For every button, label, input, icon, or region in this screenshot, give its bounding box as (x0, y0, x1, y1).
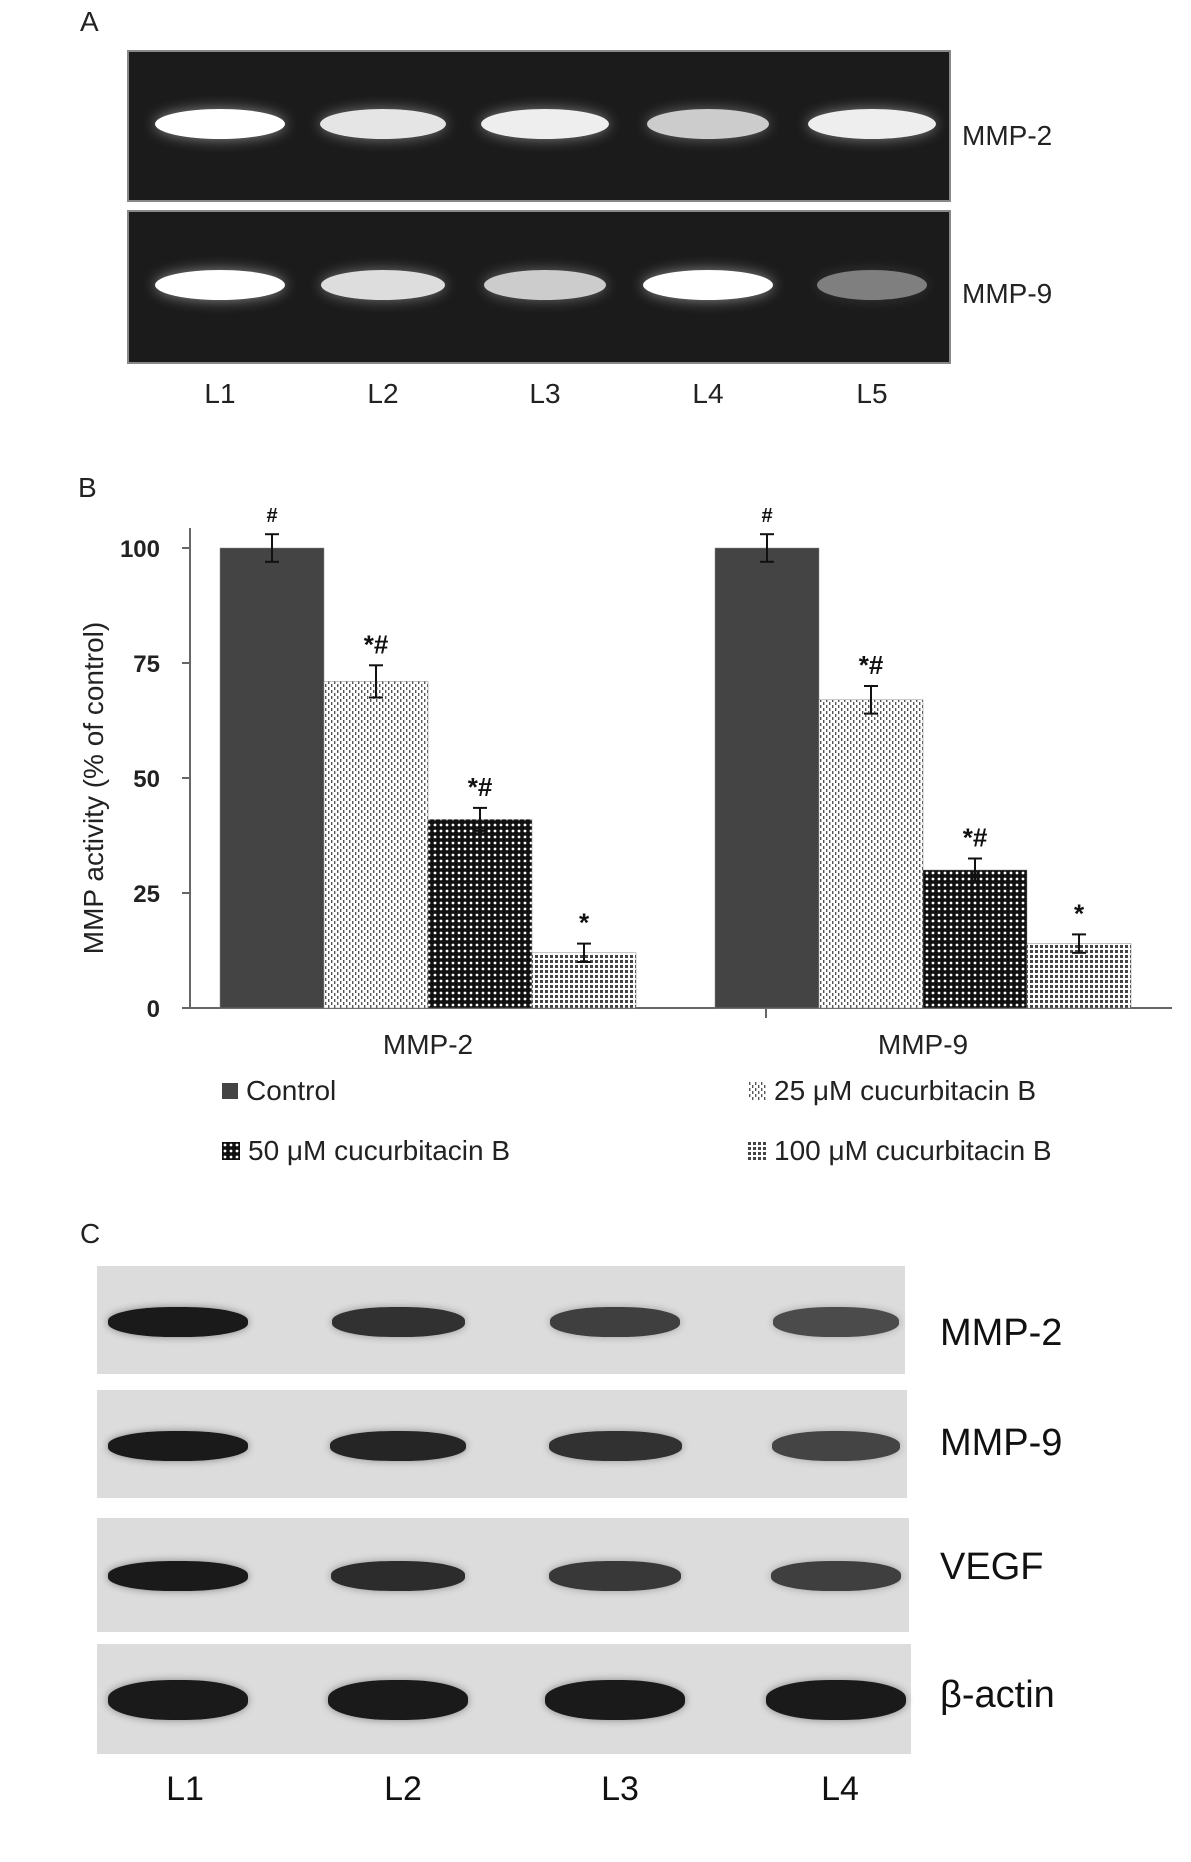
gel-a-band (483, 270, 607, 300)
legend-swatch-50um (222, 1142, 240, 1160)
blot-c-band (548, 1431, 682, 1461)
blot-c-label-actin: β-actin (940, 1674, 1055, 1716)
y-tick-label: 0 (147, 996, 160, 1023)
significance-label: *# (468, 772, 493, 802)
blot-c-band (331, 1307, 465, 1337)
gel-a-band (319, 109, 447, 139)
blot-c-label-vegf: VEGF (940, 1546, 1044, 1588)
blot-c-band (772, 1431, 900, 1461)
gel-a-label-mmp2: MMP-2 (962, 120, 1053, 151)
significance-label: * (579, 908, 590, 938)
blot-c-band (550, 1307, 680, 1337)
bar (922, 869, 1028, 1009)
legend-swatch-25um (748, 1082, 766, 1100)
y-tick-label: 100 (120, 536, 160, 563)
y-tick-label: 50 (133, 766, 160, 793)
y-tick-label: 75 (133, 651, 160, 678)
legend-swatch-control (222, 1083, 238, 1099)
gel-a-band (481, 109, 609, 139)
legend-label-control: Control (246, 1075, 337, 1106)
legend-swatch-100um (748, 1142, 766, 1160)
significance-label: *# (364, 629, 389, 659)
legend-label-25um: 25 μM cucurbitacin B (774, 1075, 1037, 1106)
gel-a-lane-1: L1 (204, 378, 236, 409)
gel-a-lane-4: L4 (692, 378, 724, 409)
blot-c-label-mmp9: MMP-9 (940, 1422, 1063, 1464)
panel-b-letter: B (78, 472, 97, 503)
gel-a-band (155, 270, 285, 300)
blot-c-band (108, 1561, 248, 1591)
blot-c-band (108, 1307, 248, 1337)
blot-c-band (766, 1680, 906, 1720)
bar (323, 681, 429, 1009)
blot-c-lane-2: L2 (384, 1770, 422, 1808)
blot-c-band (108, 1431, 248, 1461)
x-category-label: MMP-2 (383, 1029, 473, 1060)
significance-label: * (1074, 898, 1085, 928)
legend-label-50um: 50 μM cucurbitacin B (248, 1135, 511, 1166)
legend-item-50um: 50 μM cucurbitacin B (222, 1135, 510, 1167)
y-tick-label: 25 (133, 881, 160, 908)
gel-a-lane-5: L5 (856, 378, 888, 409)
gel-a-label-mmp9: MMP-9 (962, 278, 1053, 309)
legend-item-25um: 25 μM cucurbitacin B (748, 1075, 1036, 1107)
y-axis-label: MMP activity (% of control) (78, 622, 109, 954)
gel-a-lane-3: L3 (529, 378, 561, 409)
blot-c-band (773, 1307, 899, 1337)
blot-c-band (545, 1680, 685, 1720)
significance-label: # (761, 505, 772, 527)
gel-a-band (816, 270, 928, 300)
blot-c-band (108, 1680, 248, 1720)
significance-label: # (266, 505, 277, 527)
bar (219, 547, 325, 1009)
legend-label-100um: 100 μM cucurbitacin B (774, 1135, 1052, 1166)
bar (818, 699, 924, 1009)
blot-c-band (549, 1561, 681, 1591)
blot-c-band (328, 1680, 468, 1720)
legend-item-100um: 100 μM cucurbitacin B (748, 1135, 1052, 1167)
gel-a-band (646, 109, 770, 139)
panel-c-letter: C (80, 1218, 101, 1249)
x-category-label: MMP-9 (878, 1029, 968, 1060)
bar (714, 547, 820, 1009)
gel-a-band (643, 270, 773, 300)
blot-c-lane-3: L3 (601, 1770, 639, 1808)
legend-item-control: Control (222, 1075, 336, 1107)
blot-c-band (771, 1561, 901, 1591)
bar (1026, 943, 1132, 1009)
gel-a-band (155, 109, 285, 139)
gel-a-lane-2: L2 (367, 378, 399, 409)
blot-c-lane-4: L4 (821, 1770, 859, 1808)
gel-a-band (320, 270, 446, 300)
blot-c-band (330, 1561, 466, 1591)
bar (427, 819, 533, 1009)
panel-a-letter: A (80, 6, 99, 37)
blot-c-label-mmp2: MMP-2 (940, 1312, 1063, 1354)
gel-a-band (808, 109, 936, 139)
blot-c-lane-1: L1 (166, 1770, 204, 1808)
blot-c-band (329, 1431, 467, 1461)
significance-label: *# (963, 823, 988, 853)
significance-label: *# (859, 650, 884, 680)
